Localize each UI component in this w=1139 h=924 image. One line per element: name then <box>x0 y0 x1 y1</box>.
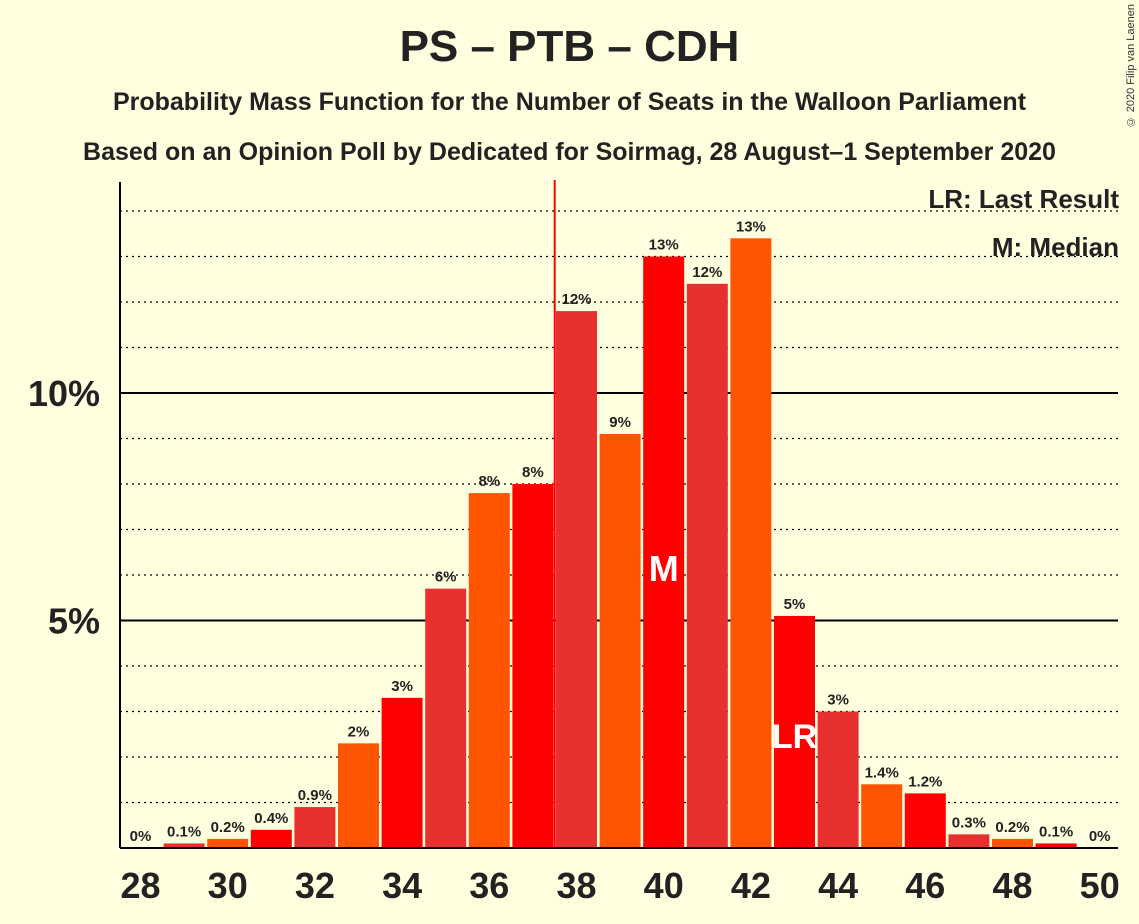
chart-subtitle: Probability Mass Function for the Number… <box>112 88 1027 116</box>
legend-median: M: Median <box>991 232 1119 262</box>
bar-47 <box>948 834 990 848</box>
x-tick-label: 48 <box>992 865 1032 906</box>
x-tick-label: 36 <box>469 865 509 906</box>
median-marker: M <box>649 548 679 589</box>
bar-38 <box>556 311 597 849</box>
x-tick-label: 34 <box>382 865 422 906</box>
bar-label-29: 0.1% <box>167 823 201 840</box>
x-tick-label: 32 <box>295 865 335 906</box>
x-tick-label: 30 <box>208 865 248 906</box>
chart-source: Based on an Opinion Poll by Dedicated fo… <box>83 138 1056 166</box>
bar-32 <box>294 807 336 848</box>
y-tick-label: 5% <box>48 601 100 642</box>
bar-label-45: 1.4% <box>865 764 899 781</box>
bar-label-38: 12% <box>561 291 591 308</box>
bar-label-28: 0% <box>130 828 152 845</box>
chart-title: PS – PTB – CDH <box>399 22 740 71</box>
bar-label-44: 3% <box>827 692 849 709</box>
bar-46 <box>904 793 946 848</box>
bar-45 <box>861 784 903 848</box>
x-tick-label: 42 <box>731 865 771 906</box>
bar-label-39: 9% <box>609 414 631 431</box>
bar-48 <box>992 838 1033 848</box>
axes: 5% 10% 28 30 32 34 36 38 40 42 44 46 48 50 <box>28 182 1120 906</box>
bar-label-32: 0.9% <box>298 787 332 804</box>
x-tick-label: 40 <box>644 865 684 906</box>
bar-label-33: 2% <box>348 723 370 740</box>
x-tick-label: 28 <box>120 865 160 906</box>
bar-33 <box>338 743 379 848</box>
legend-last-result: LR: Last Result <box>928 184 1119 214</box>
bar-label-42: 13% <box>736 218 766 235</box>
bar-label-49: 0.1% <box>1039 823 1073 840</box>
bar-49 <box>1035 843 1077 848</box>
x-tick-label: 50 <box>1080 865 1120 906</box>
bar-label-30: 0.2% <box>211 819 245 836</box>
bar-35 <box>425 588 467 848</box>
labels: 0% 0.1% 0.2% 0.4% 0.9% 2% 3% 6% 8% 8% 12% 9% 13% 12% 1… <box>130 218 1111 845</box>
bar-44 <box>817 711 859 848</box>
bar-41 <box>686 283 728 848</box>
x-tick-label: 44 <box>818 865 858 906</box>
bar-label-47: 0.3% <box>952 814 986 831</box>
bar-label-36: 8% <box>478 473 500 490</box>
bar-label-34: 3% <box>391 678 413 695</box>
x-tick-label: 46 <box>905 865 945 906</box>
bar-label-37: 8% <box>522 464 544 481</box>
bar-43 <box>774 615 815 848</box>
bar-29 <box>163 843 205 848</box>
bar-label-43: 5% <box>784 596 806 613</box>
bar-label-46: 1.2% <box>908 773 942 790</box>
bar-label-40: 13% <box>649 237 679 254</box>
bar-42 <box>730 238 772 849</box>
x-tick-label: 38 <box>556 865 596 906</box>
y-tick-label: 10% <box>28 373 100 414</box>
bar-40 <box>643 256 685 848</box>
bar-30 <box>207 838 249 848</box>
bar-label-31: 0.4% <box>254 810 288 827</box>
last-result-marker: LR <box>772 718 817 756</box>
bar-34 <box>381 697 423 848</box>
bar-label-50: 0% <box>1089 828 1111 845</box>
bar-36 <box>468 493 510 848</box>
bar-label-41: 12% <box>692 264 722 281</box>
bar-37 <box>512 484 554 848</box>
bar-39 <box>599 433 641 848</box>
bar-31 <box>250 829 292 848</box>
bar-label-48: 0.2% <box>995 819 1029 836</box>
bar-label-35: 6% <box>435 569 457 586</box>
bars <box>163 180 1077 849</box>
